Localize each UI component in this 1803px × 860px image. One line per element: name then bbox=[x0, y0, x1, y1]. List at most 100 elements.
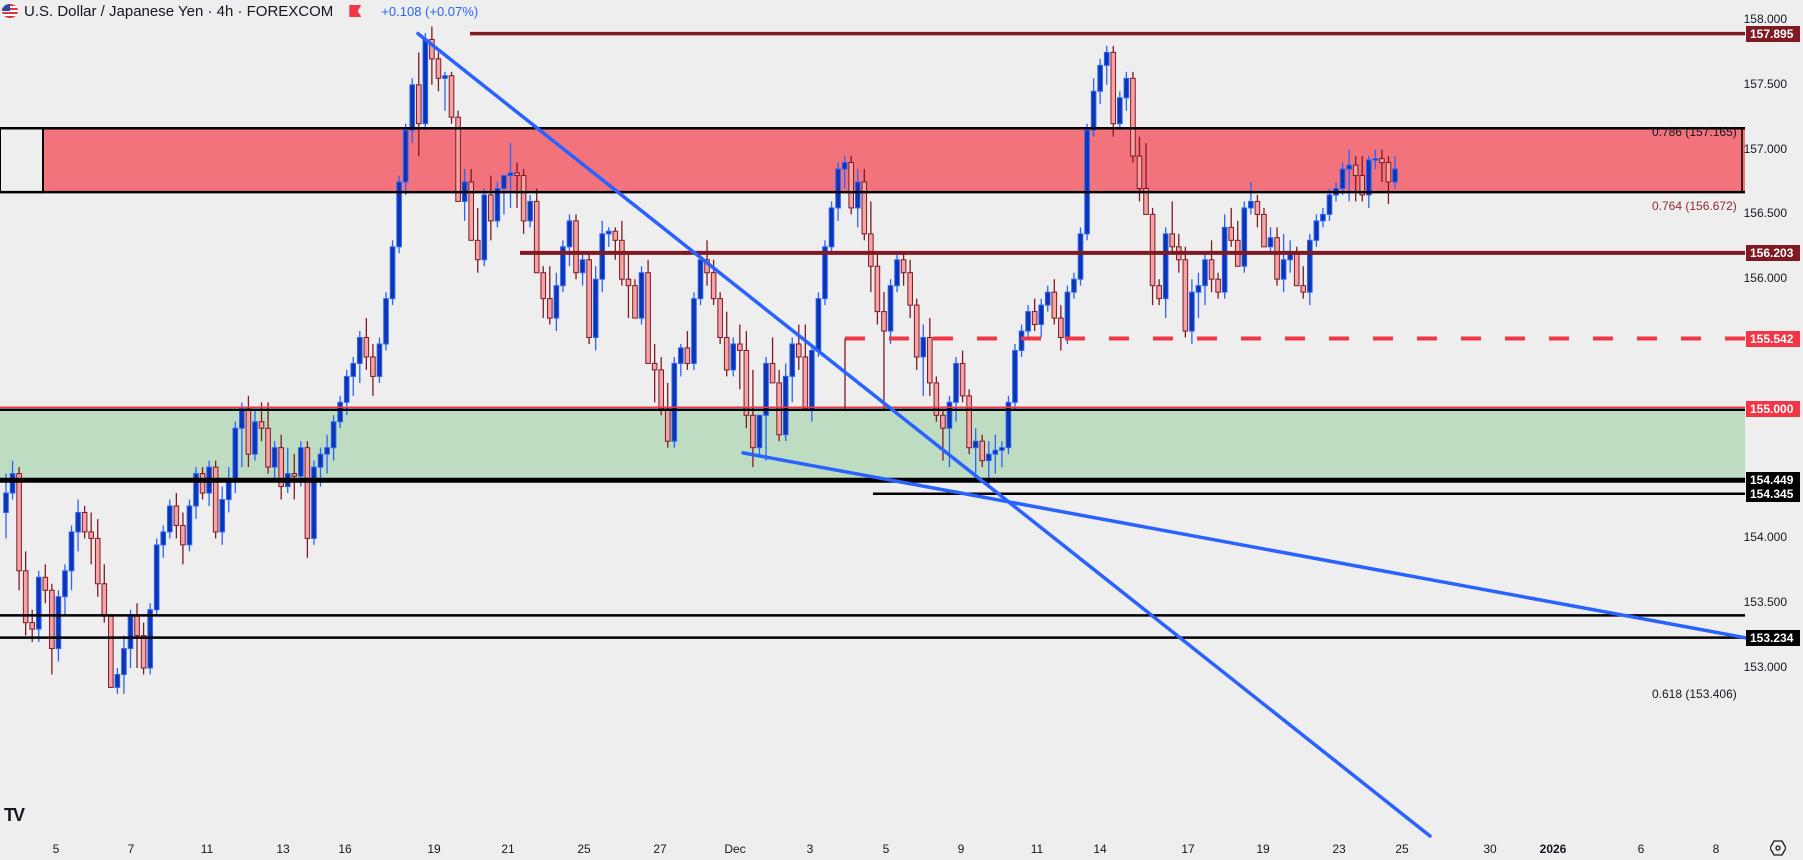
symbol-title[interactable]: U.S. Dollar / Japanese Yen · 4h · FOREXC… bbox=[24, 2, 334, 20]
candle-body bbox=[1202, 259, 1208, 287]
time-axis-label: 21 bbox=[501, 842, 515, 856]
candle-body bbox=[357, 337, 363, 364]
fib-764-label: 0.764 (156.672) bbox=[1652, 199, 1737, 213]
candle-body bbox=[632, 285, 638, 319]
candle-body bbox=[1005, 401, 1012, 449]
settings-gear-icon[interactable] bbox=[1770, 840, 1786, 856]
time-axis-label: 3 bbox=[806, 842, 814, 856]
candle-body bbox=[474, 239, 481, 261]
candle-body bbox=[448, 75, 455, 118]
candle-body bbox=[330, 421, 337, 449]
candle-body bbox=[1051, 291, 1058, 319]
candle-body bbox=[756, 414, 763, 449]
candle-body bbox=[350, 362, 357, 377]
price-axis-label: 156.000 bbox=[1743, 271, 1787, 286]
candle-body bbox=[304, 447, 311, 539]
price-axis-label: 157.000 bbox=[1743, 141, 1787, 156]
candle-body bbox=[861, 181, 868, 235]
candle-body bbox=[953, 362, 959, 403]
price-axis-label: 153.500 bbox=[1743, 595, 1787, 610]
candle-body bbox=[1254, 200, 1261, 215]
candle-body bbox=[815, 298, 822, 351]
candle-body bbox=[553, 285, 560, 319]
candle-body bbox=[3, 492, 9, 513]
candle-body bbox=[1156, 285, 1162, 300]
time-axis-label: 19 bbox=[1256, 842, 1270, 856]
candle-body bbox=[822, 246, 828, 300]
candle-body bbox=[1359, 175, 1366, 196]
candle-body bbox=[1038, 304, 1044, 326]
candle-body bbox=[881, 311, 887, 332]
candle-body bbox=[1346, 164, 1352, 170]
time-axis-label: 11 bbox=[200, 842, 214, 856]
candle-body bbox=[625, 278, 632, 287]
price-tag-157.895: 157.895 bbox=[1746, 25, 1800, 42]
candle-body bbox=[134, 615, 140, 637]
candle-body bbox=[55, 596, 62, 650]
candle-body bbox=[514, 172, 520, 177]
candle-body bbox=[1385, 162, 1392, 183]
candle-body bbox=[671, 362, 678, 442]
chart-header: U.S. Dollar / Japanese Yen · 4h · FOREXC… bbox=[0, 0, 478, 22]
candle-body bbox=[442, 75, 448, 79]
candle-body bbox=[1352, 164, 1359, 177]
time-axis-label: 25 bbox=[1395, 842, 1409, 856]
candle-body bbox=[376, 343, 383, 377]
candle-body bbox=[1143, 187, 1149, 215]
candle-body bbox=[1241, 207, 1248, 267]
candle-body bbox=[940, 414, 946, 429]
time-axis-label: 25 bbox=[577, 842, 591, 856]
candle-body bbox=[769, 362, 776, 384]
candle-body bbox=[841, 162, 848, 170]
candle-body bbox=[645, 272, 651, 364]
time-axis-label: 30 bbox=[1483, 842, 1497, 856]
candle-body bbox=[795, 343, 802, 358]
candle-body bbox=[848, 162, 854, 209]
candle-body bbox=[9, 473, 16, 494]
candle-body bbox=[363, 337, 370, 358]
candle-body bbox=[140, 635, 147, 669]
candle-body bbox=[35, 576, 42, 630]
candle-body bbox=[828, 207, 835, 248]
candle-body bbox=[1169, 233, 1176, 248]
candle-body bbox=[1293, 252, 1300, 287]
time-axis-label: 5 bbox=[52, 842, 60, 856]
candle-body bbox=[933, 382, 940, 416]
candle-body bbox=[1012, 349, 1018, 403]
candle-body bbox=[225, 479, 232, 501]
price-tag-153.234: 153.234 bbox=[1746, 629, 1800, 646]
candle-body bbox=[429, 38, 435, 60]
price-tag-154.449: 154.449 bbox=[1746, 472, 1800, 489]
candle-body bbox=[343, 375, 350, 403]
candle-body bbox=[782, 375, 789, 436]
candle-body bbox=[324, 447, 330, 455]
candle-body bbox=[1326, 194, 1333, 215]
us-jp-flag-icon bbox=[2, 4, 18, 18]
time-axis-label: 6 bbox=[1637, 842, 1645, 856]
candle-body bbox=[153, 544, 160, 611]
candle-body bbox=[186, 505, 193, 546]
candle-body bbox=[415, 84, 422, 125]
candle-body bbox=[481, 194, 488, 261]
candle-body bbox=[651, 362, 658, 371]
candle-body bbox=[1267, 237, 1274, 248]
candle-body bbox=[599, 233, 606, 280]
trendline-descending-resistance[interactable] bbox=[416, 31, 1432, 838]
time-axis-label: 16 bbox=[338, 842, 352, 856]
candle-body bbox=[271, 447, 278, 468]
price-tag-155.542: 155.542 bbox=[1746, 330, 1800, 347]
candle-body bbox=[1189, 291, 1195, 332]
candle-body bbox=[789, 343, 796, 377]
price-tag-156.203: 156.203 bbox=[1746, 244, 1800, 261]
candle-body bbox=[1130, 77, 1136, 157]
candle-body bbox=[717, 298, 723, 339]
candle-body bbox=[638, 272, 645, 319]
price-axis-label: 154.000 bbox=[1743, 530, 1787, 545]
candle-body bbox=[737, 343, 743, 351]
candle-body bbox=[1123, 77, 1130, 99]
candle-body bbox=[972, 440, 979, 449]
candle-body bbox=[835, 168, 841, 209]
candle-body bbox=[907, 272, 913, 306]
trendline-descending-support[interactable] bbox=[741, 451, 1747, 640]
